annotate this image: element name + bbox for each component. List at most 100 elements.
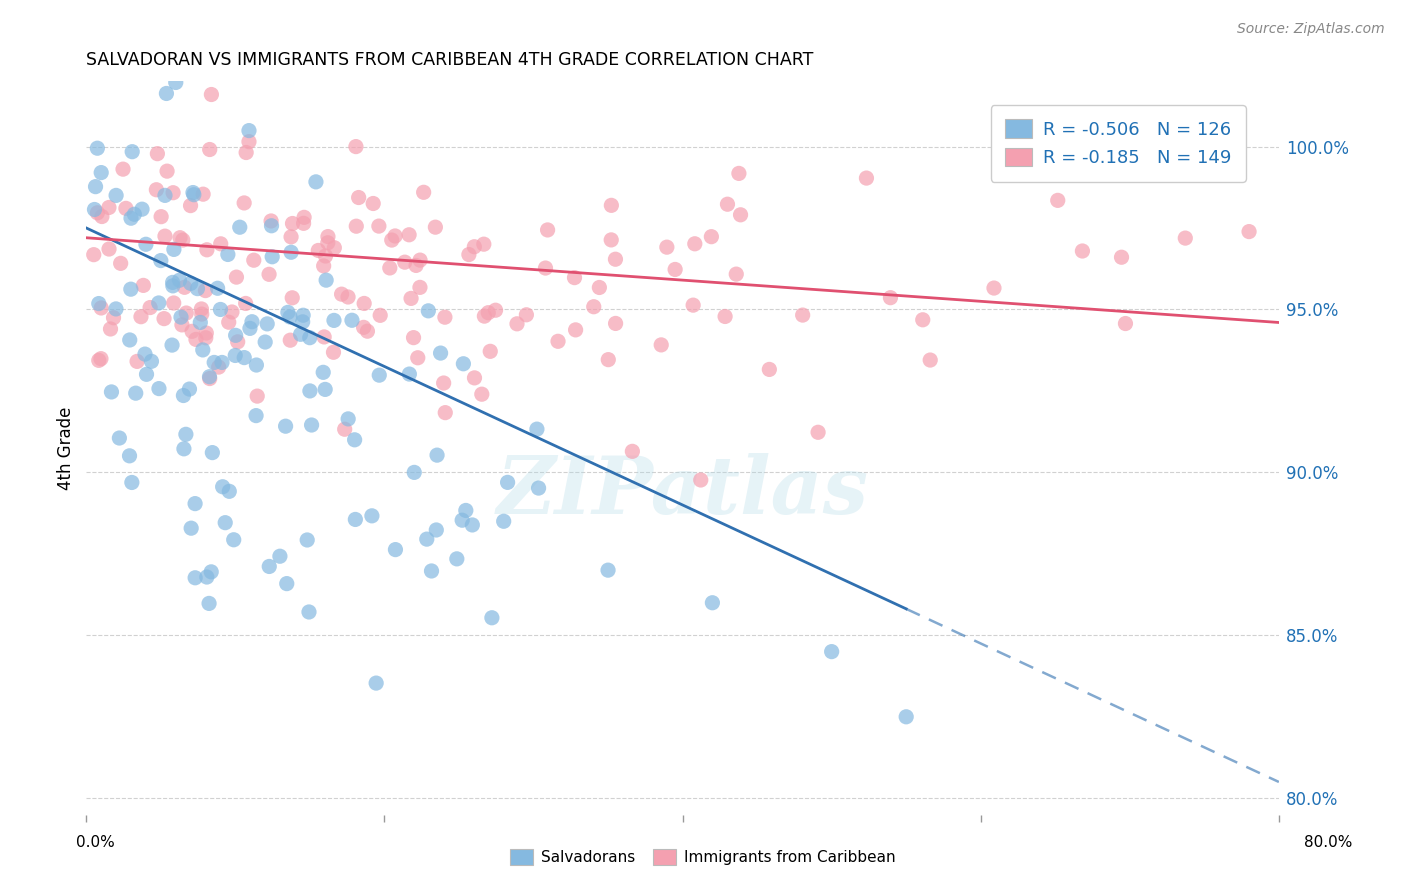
Point <box>108 431 131 445</box>
Point <box>356 324 378 338</box>
Point <box>238 123 260 137</box>
Point <box>340 313 363 327</box>
Point <box>1237 225 1260 239</box>
Point <box>384 229 406 244</box>
Point <box>170 318 193 332</box>
Point <box>564 323 586 337</box>
Point <box>621 444 644 458</box>
Point <box>596 563 619 577</box>
Point <box>534 261 557 276</box>
Point <box>188 315 211 329</box>
Point <box>259 559 281 574</box>
Point <box>536 223 558 237</box>
Point <box>246 389 269 403</box>
Point <box>312 365 335 379</box>
Point <box>454 503 477 517</box>
Point <box>337 412 360 426</box>
Point <box>471 387 494 401</box>
Legend: Salvadorans, Immigrants from Caribbean: Salvadorans, Immigrants from Caribbean <box>505 843 901 871</box>
Point <box>1111 250 1133 264</box>
Point <box>155 87 177 101</box>
Point <box>84 179 107 194</box>
Point <box>600 233 623 247</box>
Point <box>200 87 222 102</box>
Text: 80.0%: 80.0% <box>1305 836 1353 850</box>
Point <box>322 345 344 359</box>
Point <box>125 354 148 368</box>
Point <box>135 368 157 382</box>
Point <box>209 236 232 251</box>
Point <box>87 296 110 310</box>
Point <box>429 346 451 360</box>
Point <box>260 214 283 228</box>
Point <box>201 445 224 459</box>
Point <box>384 542 406 557</box>
Point <box>292 308 315 322</box>
Point <box>146 146 169 161</box>
Point <box>260 219 283 233</box>
Point <box>225 328 247 343</box>
Point <box>315 249 337 263</box>
Point <box>702 596 724 610</box>
Point <box>233 196 256 211</box>
Point <box>600 198 623 212</box>
Point <box>381 233 404 247</box>
Point <box>269 549 291 564</box>
Point <box>277 305 299 319</box>
Point <box>218 315 240 329</box>
Point <box>274 419 297 434</box>
Point <box>879 291 901 305</box>
Point <box>406 351 429 365</box>
Point <box>418 303 440 318</box>
Point <box>323 313 346 327</box>
Point <box>425 523 447 537</box>
Point <box>807 425 830 440</box>
Point <box>90 210 112 224</box>
Point <box>527 481 550 495</box>
Text: ZIPatlas: ZIPatlas <box>496 453 869 531</box>
Point <box>118 449 141 463</box>
Point <box>238 135 260 149</box>
Point <box>281 217 304 231</box>
Point <box>347 190 370 204</box>
Point <box>477 306 499 320</box>
Point <box>714 310 737 324</box>
Point <box>124 207 146 221</box>
Point <box>183 187 205 202</box>
Point <box>314 330 336 344</box>
Point <box>366 676 388 690</box>
Point <box>361 196 384 211</box>
Point <box>221 305 243 319</box>
Point <box>650 338 672 352</box>
Point <box>855 171 877 186</box>
Point <box>305 175 328 189</box>
Point <box>337 290 360 304</box>
Point <box>198 371 221 385</box>
Point <box>398 227 420 242</box>
Point <box>112 162 135 177</box>
Point <box>87 353 110 368</box>
Point <box>174 306 197 320</box>
Point <box>222 533 245 547</box>
Point <box>120 282 142 296</box>
Point <box>506 317 529 331</box>
Point <box>86 141 108 155</box>
Point <box>278 333 301 347</box>
Point <box>83 247 105 261</box>
Point <box>229 220 252 235</box>
Point <box>276 576 298 591</box>
Point <box>129 310 152 324</box>
Point <box>896 710 918 724</box>
Point <box>598 352 620 367</box>
Point <box>184 332 207 346</box>
Point <box>195 326 218 340</box>
Text: 0.0%: 0.0% <box>76 836 115 850</box>
Point <box>526 422 548 436</box>
Point <box>453 357 475 371</box>
Point <box>160 338 183 352</box>
Point <box>121 145 143 159</box>
Point <box>655 240 678 254</box>
Point <box>404 466 426 480</box>
Point <box>186 282 208 296</box>
Point <box>682 298 704 312</box>
